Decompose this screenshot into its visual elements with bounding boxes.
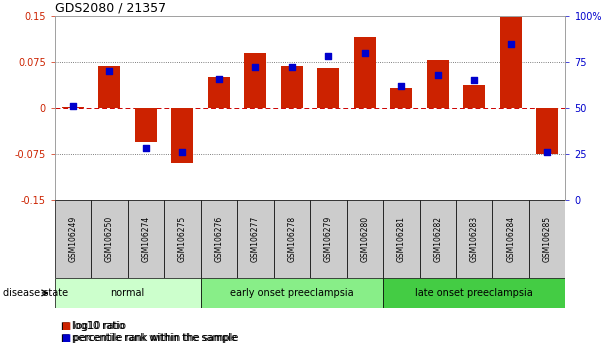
Point [542,149,552,155]
Bar [135,108,157,142]
Text: GSM106281: GSM106281 [397,216,406,262]
Point [68,103,78,109]
Bar [98,66,120,108]
Bar [536,108,558,154]
Bar [201,200,237,278]
Text: late onset preeclampsia: late onset preeclampsia [415,288,533,298]
Bar [463,85,485,108]
Text: early onset preeclampsia: early onset preeclampsia [230,288,354,298]
Point [178,149,187,155]
Text: GSM106282: GSM106282 [434,216,442,262]
Bar [427,60,449,108]
Bar [164,200,201,278]
Point [141,145,151,151]
Text: normal: normal [111,288,145,298]
Bar [208,77,230,108]
Point [214,76,224,81]
Text: ■: ■ [61,321,70,331]
Bar [310,200,347,278]
Bar [383,278,565,308]
Text: GSM106279: GSM106279 [324,216,333,262]
Bar [420,200,456,278]
Text: GSM106275: GSM106275 [178,216,187,262]
Text: GDS2080 / 21357: GDS2080 / 21357 [55,2,166,15]
Bar [201,278,383,308]
Bar [383,200,420,278]
Text: GSM106284: GSM106284 [506,216,515,262]
Text: GSM106250: GSM106250 [105,216,114,262]
Bar [354,38,376,108]
Text: ■ log10 ratio: ■ log10 ratio [61,321,126,331]
Text: GSM106276: GSM106276 [215,216,223,262]
Text: GSM106280: GSM106280 [361,216,369,262]
Bar [237,200,274,278]
Point [287,65,297,70]
Bar [55,278,201,308]
Text: GSM106274: GSM106274 [142,216,150,262]
Point [396,83,406,89]
Point [250,65,260,70]
Bar [128,200,164,278]
Bar [274,200,310,278]
Bar [390,88,412,108]
Text: percentile rank within the sample: percentile rank within the sample [72,333,237,343]
Text: ■: ■ [61,333,70,343]
Bar [500,17,522,108]
Bar [171,108,193,163]
Bar [347,200,383,278]
Bar [456,200,492,278]
Point [105,68,114,74]
Bar [55,200,91,278]
Point [360,50,370,56]
Text: GSM106283: GSM106283 [470,216,478,262]
Point [506,41,516,46]
Text: GSM106277: GSM106277 [251,216,260,262]
Bar [281,66,303,108]
Text: GSM106249: GSM106249 [69,216,77,262]
Text: disease state: disease state [3,288,68,298]
Point [323,53,333,59]
Text: ■ percentile rank within the sample: ■ percentile rank within the sample [61,333,238,343]
Bar [244,53,266,108]
Bar [91,200,128,278]
Text: GSM106278: GSM106278 [288,216,296,262]
Bar [492,200,529,278]
Point [469,78,479,83]
Point [433,72,443,78]
Bar [529,200,565,278]
Text: log10 ratio: log10 ratio [72,321,125,331]
Bar [317,68,339,108]
Text: GSM106285: GSM106285 [543,216,551,262]
Bar [62,107,84,108]
